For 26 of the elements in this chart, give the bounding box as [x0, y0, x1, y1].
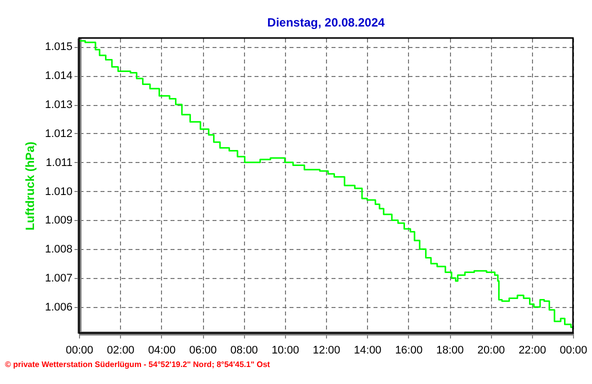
x-tick-label: 18:00	[436, 344, 464, 356]
x-tick-label: 14:00	[354, 344, 382, 356]
x-tick-label: 08:00	[230, 344, 258, 356]
y-tick-label: 1.006	[44, 301, 72, 314]
y-tick-label: 1.012	[44, 128, 72, 140]
y-tick-label: 1.007	[44, 272, 72, 285]
y-tick-label: 1.011	[46, 156, 72, 169]
x-tick-label: 00:00	[66, 344, 94, 356]
y-tick-label: 1.014	[44, 70, 72, 82]
y-tick-label: 1.015	[44, 41, 72, 54]
x-tick-label: 12:00	[312, 344, 340, 356]
y-tick-label: 1.010	[44, 186, 72, 198]
y-axis-title: Luftdruck (hPa)	[22, 142, 37, 230]
x-tick-label: 06:00	[189, 344, 217, 356]
y-tick-label: 1.008	[44, 244, 72, 256]
x-tick-label: 10:00	[272, 344, 300, 356]
x-tick-label: 22:00	[518, 344, 546, 356]
y-tick-label: 1.013	[44, 99, 72, 112]
y-tick-label: 1.009	[44, 214, 72, 227]
chart-title: Dienstag, 20.08.2024	[267, 15, 386, 30]
x-tick-label: 00:00	[560, 344, 588, 356]
x-tick-label: 04:00	[148, 344, 176, 356]
x-tick-label: 16:00	[395, 344, 423, 356]
x-tick-label: 20:00	[477, 344, 505, 356]
text: © private Wetterstation Süderlügum - 54°52'19.2" Nord; 8°54'45.1" Ost	[5, 360, 270, 369]
x-tick-label: 02:00	[106, 344, 134, 356]
